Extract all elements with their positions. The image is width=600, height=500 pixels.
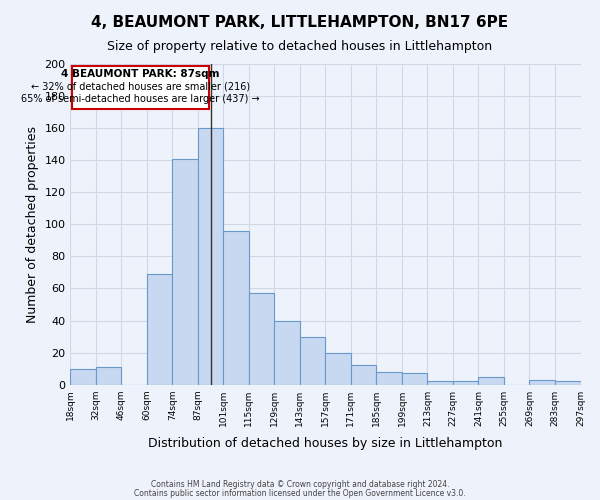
- Bar: [223, 230, 249, 384]
- Bar: [96, 367, 121, 384]
- Y-axis label: Number of detached properties: Number of detached properties: [26, 126, 39, 323]
- Bar: [478, 376, 504, 384]
- Bar: [325, 352, 351, 384]
- Bar: [249, 294, 274, 384]
- Text: Contains public sector information licensed under the Open Government Licence v3: Contains public sector information licen…: [134, 488, 466, 498]
- Text: 65% of semi-detached houses are larger (437) →: 65% of semi-detached houses are larger (…: [21, 94, 260, 104]
- Bar: [198, 128, 223, 384]
- Text: 4 BEAUMONT PARK: 87sqm: 4 BEAUMONT PARK: 87sqm: [61, 69, 220, 79]
- Text: Size of property relative to detached houses in Littlehampton: Size of property relative to detached ho…: [107, 40, 493, 53]
- Bar: [70, 368, 96, 384]
- Bar: [172, 158, 198, 384]
- Bar: [351, 366, 376, 384]
- FancyBboxPatch shape: [71, 66, 209, 109]
- Bar: [376, 372, 402, 384]
- Text: ← 32% of detached houses are smaller (216): ← 32% of detached houses are smaller (21…: [31, 82, 250, 92]
- Bar: [402, 374, 427, 384]
- Text: 4, BEAUMONT PARK, LITTLEHAMPTON, BN17 6PE: 4, BEAUMONT PARK, LITTLEHAMPTON, BN17 6P…: [91, 15, 509, 30]
- Bar: [453, 382, 478, 384]
- Bar: [427, 382, 453, 384]
- Bar: [274, 320, 300, 384]
- Bar: [300, 336, 325, 384]
- X-axis label: Distribution of detached houses by size in Littlehampton: Distribution of detached houses by size …: [148, 437, 503, 450]
- Bar: [555, 382, 581, 384]
- Bar: [529, 380, 555, 384]
- Text: Contains HM Land Registry data © Crown copyright and database right 2024.: Contains HM Land Registry data © Crown c…: [151, 480, 449, 489]
- Bar: [147, 274, 172, 384]
